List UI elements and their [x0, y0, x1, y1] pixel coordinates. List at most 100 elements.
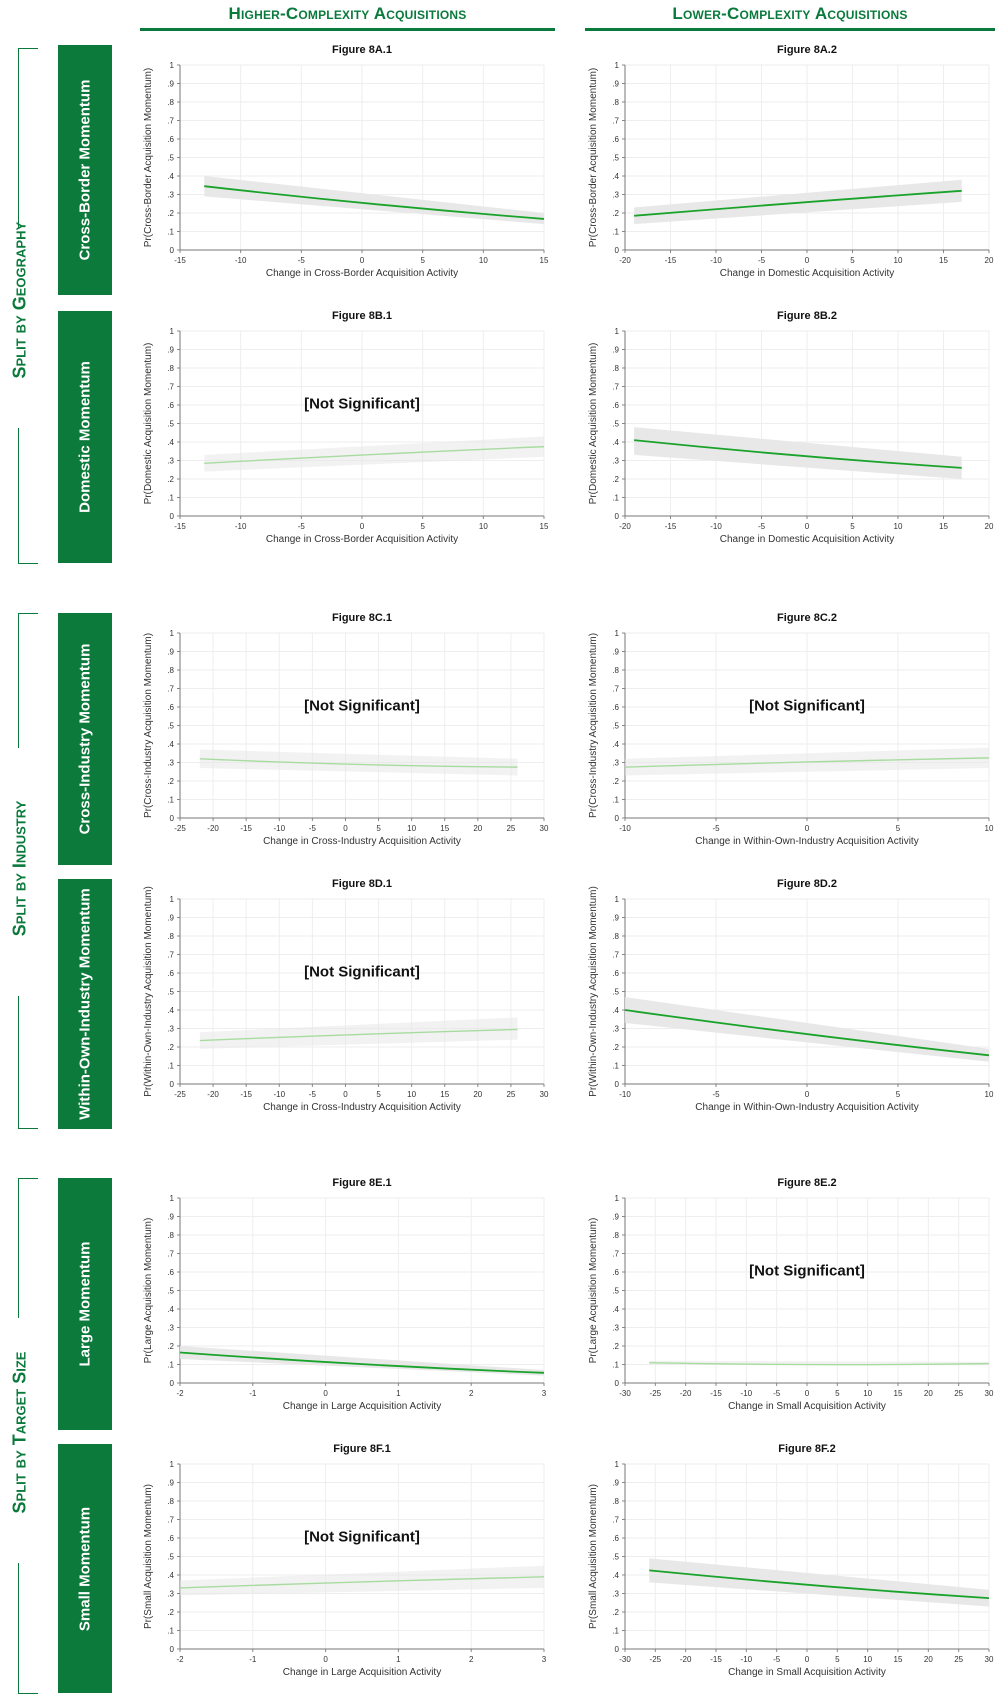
x-tick-label: -25: [174, 824, 186, 833]
not-significant-label: [Not Significant]: [749, 1263, 865, 1280]
y-tick-label: .5: [612, 988, 619, 997]
y-tick-label: .1: [167, 1062, 174, 1071]
y-tick-label: .7: [612, 1516, 619, 1525]
chart-title: Figure 8D.1: [332, 878, 392, 890]
x-axis-label: Change in Domestic Acquisition Activity: [720, 268, 895, 279]
y-tick-label: .9: [612, 648, 619, 657]
y-tick-label: .2: [167, 777, 174, 786]
chart-title: Figure 8C.1: [332, 612, 392, 624]
y-tick-label: 1: [170, 1460, 175, 1469]
y-tick-label: 1: [615, 629, 620, 638]
y-tick-label: 0: [615, 512, 620, 521]
x-tick-label: 5: [376, 824, 381, 833]
chart-title: Figure 8D.2: [777, 878, 837, 890]
y-tick-label: .4: [612, 172, 619, 181]
y-tick-label: .4: [167, 740, 174, 749]
chart-title: Figure 8A.1: [332, 44, 392, 56]
y-tick-label: .2: [612, 1342, 619, 1351]
x-tick-label: -25: [650, 1655, 662, 1664]
predicted-probability-line: [649, 1361, 990, 1366]
y-tick-label: .4: [167, 1006, 174, 1015]
y-tick-label: .4: [167, 1305, 174, 1314]
x-tick-label: -2: [176, 1389, 184, 1398]
chart-panel-2: Figure 8A.2 0 .1 .2 .3 .4 .5 .6 .7 .8 .9 1 -20 -15 -10…: [588, 44, 994, 279]
y-tick-label: .8: [612, 1497, 619, 1506]
not-significant-label: [Not Significant]: [304, 396, 420, 413]
y-tick-label: 1: [170, 1194, 175, 1203]
x-tick-label: 5: [896, 1090, 901, 1099]
x-tick-label: 2: [469, 1655, 474, 1664]
x-tick-label: -15: [665, 256, 677, 265]
y-tick-label: 1: [615, 1460, 620, 1469]
y-tick-label: 1: [170, 61, 175, 70]
x-tick-label: -20: [619, 256, 631, 265]
x-tick-label: 5: [376, 1090, 381, 1099]
x-tick-label: 20: [473, 1090, 482, 1099]
row-label-within-own-industry-momentum: Within-Own-Industry Momentum: [58, 879, 112, 1129]
chart-title: Figure 8B.1: [332, 310, 392, 322]
y-tick-label: .8: [612, 932, 619, 941]
x-tick-label: -25: [650, 1389, 662, 1398]
y-tick-label: .1: [167, 796, 174, 805]
x-tick-label: -15: [710, 1389, 722, 1398]
y-tick-label: .6: [612, 703, 619, 712]
y-tick-label: .1: [612, 1361, 619, 1370]
x-tick-label: -5: [758, 522, 766, 531]
y-tick-label: .1: [612, 1062, 619, 1071]
x-tick-label: -10: [619, 1090, 631, 1099]
y-tick-label: 0: [615, 814, 620, 823]
header-rule-higher: [140, 28, 555, 31]
predicted-probability-line: [179, 1576, 545, 1589]
x-tick-label: 5: [850, 256, 855, 265]
y-tick-label: .6: [612, 1268, 619, 1277]
y-tick-label: .8: [167, 364, 174, 373]
x-tick-label: 15: [540, 522, 549, 531]
row-label-domestic-momentum: Domestic Momentum: [58, 311, 112, 563]
y-axis-label: Pr(Small Acquisition Momentum): [588, 1484, 599, 1629]
x-tick-label: 30: [985, 1389, 994, 1398]
x-tick-label: -20: [680, 1389, 692, 1398]
y-tick-label: .4: [612, 1571, 619, 1580]
y-tick-label: .3: [167, 1590, 174, 1599]
x-tick-label: -15: [174, 522, 186, 531]
y-tick-label: 0: [615, 246, 620, 255]
x-tick-label: 15: [894, 1655, 903, 1664]
x-tick-label: 20: [473, 824, 482, 833]
predicted-probability-line: [179, 1351, 545, 1374]
y-tick-label: .4: [612, 1305, 619, 1314]
confidence-band: [649, 1558, 989, 1607]
y-tick-label: .7: [612, 383, 619, 392]
y-axis-label: Pr(Cross-Industry Acquisition Momentum): [588, 633, 599, 818]
not-significant-label: [Not Significant]: [304, 964, 420, 981]
chart-title: Figure 8E.2: [777, 1177, 836, 1189]
x-tick-label: -5: [712, 824, 720, 833]
y-tick-label: .6: [167, 703, 174, 712]
y-tick-label: .2: [167, 1342, 174, 1351]
x-tick-label: -15: [665, 522, 677, 531]
x-tick-label: -25: [174, 1090, 186, 1099]
chart-panel-1: Figure 8A.1 0 .1 .2 .3 .4 .5 .6 .7 .8 .9 1 -15 -10 -5 0…: [143, 44, 549, 279]
y-tick-label: .4: [612, 1006, 619, 1015]
y-tick-label: .1: [612, 796, 619, 805]
header-lower-complexity: Lower-Complexity Acquisitions: [672, 4, 908, 23]
y-tick-label: 0: [170, 512, 175, 521]
chart-panel-5: Figure 8C.1 0 .1 .2 .3 .4 .5 .6 .7 .8 .9 1 -25 -20 -15…: [143, 612, 549, 847]
y-tick-label: .3: [167, 191, 174, 200]
x-axis-label: Change in Small Acquisition Activity: [728, 1401, 886, 1412]
y-axis-label: Pr(Large Acquisition Momentum): [143, 1218, 154, 1364]
y-tick-label: .9: [167, 914, 174, 923]
x-tick-label: -20: [207, 1090, 219, 1099]
y-tick-label: 0: [170, 1645, 175, 1654]
chart-title: Figure 8A.2: [777, 44, 837, 56]
confidence-band: [634, 427, 962, 479]
y-tick-label: .5: [167, 154, 174, 163]
y-tick-label: .7: [167, 117, 174, 126]
y-axis-label: Pr(Domestic Acquisition Momentum): [143, 343, 154, 505]
x-tick-label: 10: [407, 824, 416, 833]
x-axis-label: Change in Cross-Border Acquisition Activ…: [266, 268, 458, 279]
y-tick-label: .1: [612, 228, 619, 237]
y-axis-label: Pr(Cross-Industry Acquisition Momentum): [143, 633, 154, 818]
x-tick-label: -5: [309, 1090, 317, 1099]
y-tick-label: .4: [167, 438, 174, 447]
y-tick-label: .7: [167, 1250, 174, 1259]
